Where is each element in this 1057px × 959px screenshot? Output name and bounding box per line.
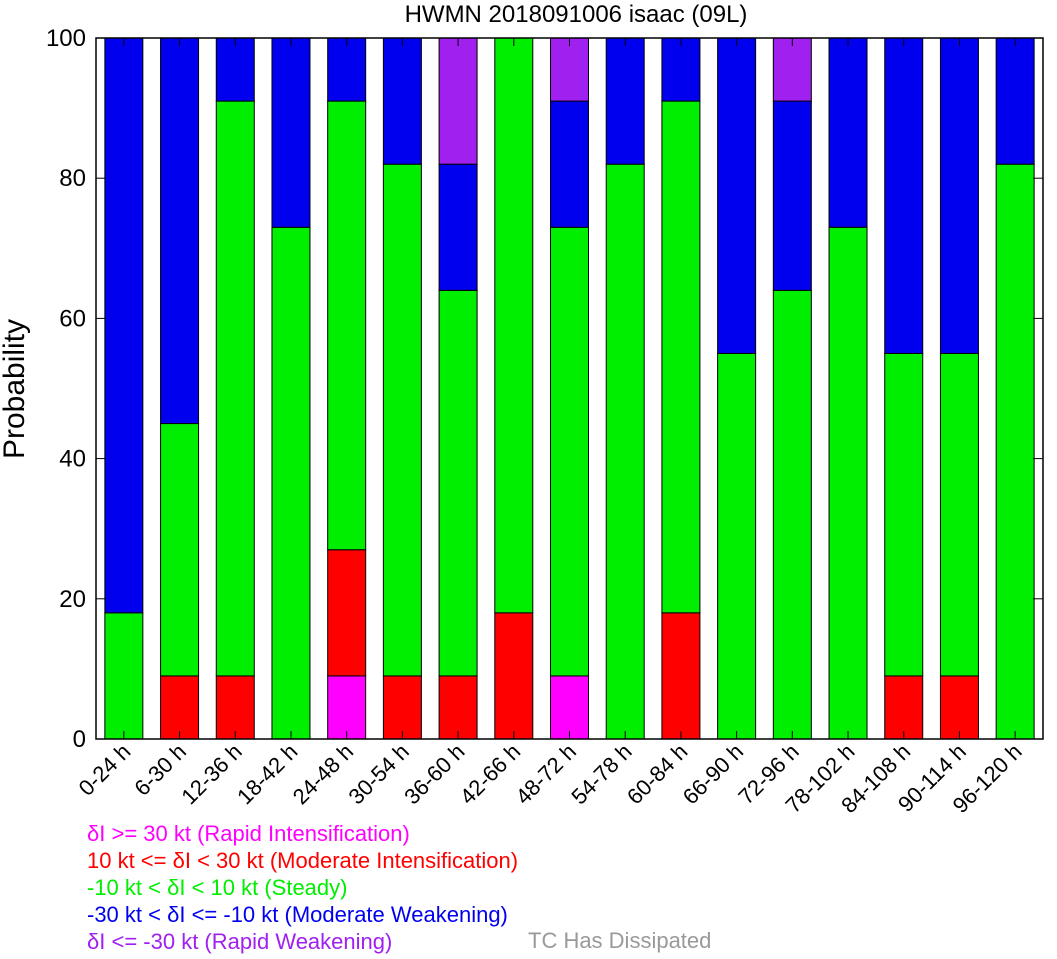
- legend-rapid-intensification: δI >= 30 kt (Rapid Intensification): [87, 821, 410, 846]
- legend: δI >= 30 kt (Rapid Intensification) 10 k…: [87, 820, 518, 955]
- y-tick-label: 20: [59, 586, 86, 613]
- bar-segment: [828, 226, 868, 740]
- bar-segment: [327, 675, 367, 740]
- x-tick-label: 54-78 h: [566, 739, 636, 809]
- bar-segment: [160, 675, 200, 740]
- bar-segment: [661, 100, 701, 614]
- x-tick-label: 30-54 h: [343, 739, 413, 809]
- bar-segment: [327, 37, 367, 102]
- bar-segment: [215, 100, 255, 677]
- bar-segment: [271, 37, 311, 228]
- y-axis-label: Probability: [0, 319, 31, 459]
- bar-segment: [494, 612, 534, 740]
- bar-segment: [271, 226, 311, 740]
- x-tick-label: 48-72 h: [511, 739, 581, 809]
- bar-segment: [438, 37, 478, 165]
- bar-segment: [605, 37, 645, 165]
- bar-segment: [884, 37, 924, 354]
- bar-segment: [939, 37, 979, 354]
- bar-segment: [717, 352, 757, 740]
- y-tick-label: 100: [46, 25, 86, 52]
- bar-segment: [772, 37, 812, 102]
- bar-segment: [550, 675, 589, 740]
- y-tick-label: 40: [59, 446, 86, 473]
- bar-segment: [772, 289, 812, 740]
- bar-segment: [661, 612, 701, 740]
- bar-segment: [995, 37, 1035, 165]
- bar-segment: [717, 37, 757, 354]
- bar-segment: [438, 289, 478, 677]
- x-tick-label: 24-48 h: [288, 739, 358, 809]
- bar-segment: [327, 549, 367, 677]
- x-tick-label: 42-66 h: [455, 739, 525, 809]
- bar-segment: [772, 100, 812, 291]
- bar-segment: [438, 675, 478, 740]
- bar-segment: [550, 100, 589, 228]
- bar-segment: [939, 352, 979, 677]
- stacked-bar-chart: HWMN 2018091006 isaac (09L) Probability …: [0, 1, 1044, 818]
- legend-moderate-weakening: -30 kt < δI <= -10 kt (Moderate Weakenin…: [87, 902, 508, 927]
- bar-segment: [605, 163, 645, 740]
- legend-moderate-intensification: 10 kt <= δI < 30 kt (Moderate Intensific…: [87, 848, 519, 873]
- bar-segment: [884, 352, 924, 677]
- x-tick-label: 18-42 h: [232, 739, 302, 809]
- bar-segment: [828, 37, 868, 228]
- bar-segment: [382, 675, 422, 740]
- y-tick-label: 60: [59, 305, 86, 332]
- plot-frame: [95, 37, 1044, 740]
- legend-rapid-weakening: δI <= -30 kt (Rapid Weakening): [87, 929, 393, 954]
- bar-segment: [327, 100, 367, 551]
- bar-segment: [104, 612, 144, 740]
- bar-segment: [884, 675, 924, 740]
- x-tick-label: 12-36 h: [176, 739, 246, 809]
- bar-segment: [382, 37, 422, 165]
- bar-segment: [550, 226, 589, 677]
- bar-segment: [160, 423, 200, 677]
- bar-segment: [104, 37, 144, 614]
- bar-segment: [438, 163, 478, 291]
- legend-dissipated: TC Has Dissipated: [528, 928, 712, 953]
- bar-segment: [995, 163, 1035, 740]
- legend-steady: -10 kt < δI < 10 kt (Steady): [87, 875, 348, 900]
- bars-group: [104, 37, 1035, 740]
- x-tick-label: 66-90 h: [678, 739, 748, 809]
- x-tick-label: 36-60 h: [399, 739, 469, 809]
- x-tick-label: 60-84 h: [622, 739, 692, 809]
- bar-segment: [215, 675, 255, 740]
- y-tick-label: 80: [59, 165, 86, 192]
- y-tick-label: 0: [73, 726, 86, 753]
- chart-title: HWMN 2018091006 isaac (09L): [405, 1, 748, 28]
- bar-segment: [939, 675, 979, 740]
- bar-segment: [215, 37, 255, 102]
- bar-segment: [494, 37, 534, 614]
- bar-segment: [661, 37, 701, 102]
- bar-segment: [382, 163, 422, 677]
- bar-segment: [550, 37, 589, 102]
- bar-segment: [160, 37, 200, 425]
